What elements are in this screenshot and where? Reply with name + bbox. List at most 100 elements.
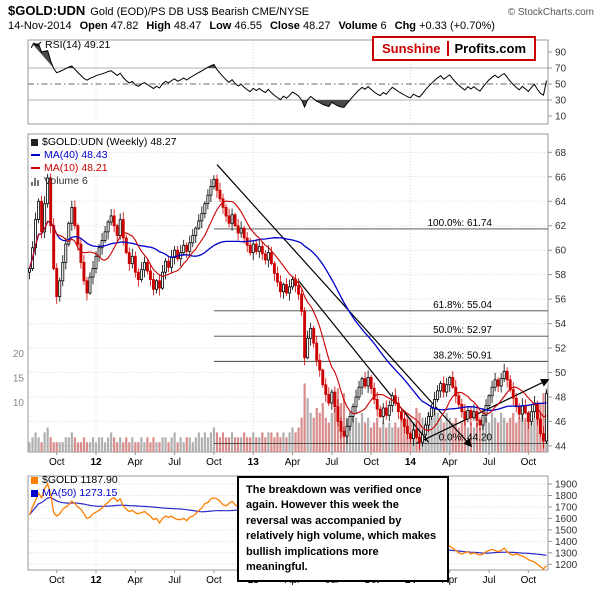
svg-text:46: 46 [555,417,567,428]
svg-text:14: 14 [405,457,417,468]
svg-text:1400: 1400 [555,537,578,548]
svg-text:Oct: Oct [49,457,65,468]
svg-text:1500: 1500 [555,525,578,536]
svg-text:1700: 1700 [555,502,578,513]
svg-text:1900: 1900 [555,480,578,491]
volume-bars-icon [31,177,39,186]
svg-text:1600: 1600 [555,514,578,525]
svg-text:Apr: Apr [442,457,458,468]
annotation-box: The breakdown was verified once again. H… [237,476,449,583]
rsi-panel: 90 70 50 30 10 [27,39,567,125]
gold-legend: $GOLD 1187.90 MA(50) 1273.15 [31,474,118,500]
quote-volume: Volume 6 [339,20,387,32]
ma40-legend-text: MA(40) 48.43 [44,149,108,161]
ma50-marker-icon [31,489,38,497]
svg-text:Oct: Oct [206,575,222,586]
quote-close: Close 48.27 [270,20,331,32]
quote-high-label: High [146,20,171,32]
svg-text:10: 10 [13,398,25,409]
quote-change-label: Chg [394,20,417,32]
svg-text:50: 50 [555,368,567,379]
svg-text:Oct: Oct [521,575,537,586]
quote-date: 14-Nov-2014 [8,20,72,32]
sunshine-profits-logo: Sunshine Profits.com [372,36,537,61]
svg-text:Apr: Apr [285,457,301,468]
svg-text:1300: 1300 [555,548,578,559]
svg-text:68: 68 [555,148,567,159]
ma40-legend-row: MA(40) 48.43 [31,149,177,161]
gold-legend-text: $GOLD 1187.90 [42,474,118,486]
svg-text:1800: 1800 [555,491,578,502]
svg-text:Jul: Jul [168,457,181,468]
symbol: $GOLD:UDN [8,3,86,18]
svg-text:Oct: Oct [206,457,222,468]
svg-text:44: 44 [555,441,567,452]
svg-text:Apr: Apr [128,575,144,586]
volume-legend-text: Volume 6 [44,175,88,187]
svg-text:61.8%: 55.04: 61.8%: 55.04 [433,300,492,311]
svg-text:Jul: Jul [483,575,496,586]
quote-low-label: Low [209,20,232,32]
svg-text:0.0%: 44.20: 0.0%: 44.20 [439,432,493,443]
svg-text:15: 15 [13,374,25,385]
quote-volume-value: 6 [380,20,387,32]
quote-change-value: +0.33 (+0.70%) [419,20,495,32]
quote-low-value: 46.55 [234,20,262,32]
ma40-marker-icon [31,154,40,156]
quote-open: Open 47.82 [80,20,139,32]
price-marker-icon [31,138,38,146]
quote-row: 14-Nov-2014 Open 47.82 High 48.47 Low 46… [8,20,594,32]
ma50-legend-text: MA(50) 1273.15 [42,487,118,499]
symbol-description: Gold (EOD)/PS DB US$ Bearish CME/NYSE [90,6,310,18]
quote-high: High 48.47 [146,20,201,32]
svg-text:38.2%: 50.91: 38.2%: 50.91 [433,350,492,361]
quote-low: Low 46.55 [209,20,262,32]
logo-text-profits: Profits.com [454,41,527,56]
svg-text:Jul: Jul [325,457,338,468]
svg-text:Apr: Apr [442,575,458,586]
price-legend-row: $GOLD:UDN (Weekly) 48.27 [31,136,177,148]
rsi-legend-text: RSI(14) 49.21 [45,39,111,51]
ma50-legend-row: MA(50) 1273.15 [31,487,118,499]
svg-text:52: 52 [555,344,567,355]
price-panel: 44 46 48 50 52 54 56 58 60 62 64 66 68 10 15 20 100.0%: … [13,133,567,468]
svg-text:Oct: Oct [49,575,65,586]
quote-open-label: Open [79,20,108,32]
rsi-line-icon [31,41,42,48]
ma10-marker-icon [31,167,40,169]
svg-text:Jul: Jul [483,457,496,468]
gold-legend-row: $GOLD 1187.90 [31,474,118,486]
svg-text:20: 20 [13,349,25,360]
quote-close-label: Close [269,20,300,32]
svg-text:70: 70 [555,64,567,75]
quote-change: Chg +0.33 (+0.70%) [395,20,495,32]
svg-text:100.0%: 61.74: 100.0%: 61.74 [428,218,493,229]
rsi-legend: RSI(14) 49.21 [31,39,110,52]
svg-text:Oct: Oct [363,457,379,468]
svg-text:66: 66 [555,172,567,183]
svg-text:48: 48 [555,392,567,403]
svg-text:50.0%: 52.97: 50.0%: 52.97 [433,325,492,336]
quote-close-value: 48.27 [302,20,331,32]
ma10-legend-text: MA(10) 48.21 [44,162,108,174]
svg-text:1200: 1200 [555,560,578,571]
copyright: © StockCharts.com [507,7,594,18]
svg-text:12: 12 [90,575,102,586]
gold-marker-icon [31,476,38,484]
volume-legend-row: Volume 6 [31,175,177,187]
title-row: $GOLD:UDN Gold (EOD)/PS DB US$ Bearish C… [8,3,594,18]
svg-text:62: 62 [555,221,567,232]
svg-text:64: 64 [555,197,567,208]
quote-high-value: 48.47 [173,20,202,32]
ma10-legend-row: MA(10) 48.21 [31,162,177,174]
svg-text:12: 12 [90,457,102,468]
svg-text:58: 58 [555,270,567,281]
svg-text:54: 54 [555,319,567,330]
quote-volume-label: Volume [338,20,378,32]
rsi-legend-row: RSI(14) 49.21 [31,39,110,51]
logo-text-sunshine: Sunshine [382,41,449,56]
svg-text:90: 90 [555,48,567,59]
svg-text:56: 56 [555,295,567,306]
svg-text:60: 60 [555,246,567,257]
